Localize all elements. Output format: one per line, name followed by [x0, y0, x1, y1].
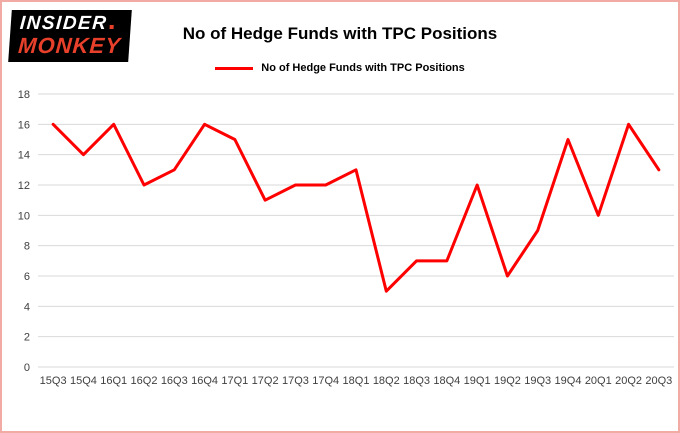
x-tick-label: 18Q4: [433, 375, 460, 387]
x-tick-label: 16Q3: [161, 375, 188, 387]
y-tick-label: 2: [24, 332, 30, 344]
x-tick-label: 18Q2: [373, 375, 400, 387]
x-tick-label: 17Q4: [312, 375, 339, 387]
x-tick-label: 19Q2: [494, 375, 521, 387]
y-tick-label: 14: [18, 150, 30, 162]
x-tick-label: 18Q1: [343, 375, 370, 387]
chart-area: 0 2 4 6 8 10 12 14 16 18 15Q3 15Q4 16Q1 16Q2 16Q3 16Q4 1…: [2, 80, 678, 410]
y-tick-label: 8: [24, 241, 30, 253]
x-tick-label: 20Q2: [615, 375, 642, 387]
y-tick-label: 6: [24, 271, 30, 283]
x-tick-label: 19Q1: [464, 375, 491, 387]
legend-line-swatch: [215, 66, 254, 70]
y-tick-label: 16: [18, 119, 30, 131]
x-tick-label: 19Q3: [524, 375, 551, 387]
x-tick-label: 15Q3: [40, 375, 67, 387]
y-tick-label: 18: [18, 89, 30, 101]
y-tick-label: 0: [24, 362, 30, 374]
chart-legend: No of Hedge Funds with TPC Positions: [2, 62, 678, 74]
legend-label: No of Hedge Funds with TPC Positions: [261, 62, 465, 74]
x-tick-label: 18Q3: [403, 375, 430, 387]
x-tick-label: 16Q4: [191, 375, 218, 387]
page-title: No of Hedge Funds with TPC Positions: [182, 24, 498, 43]
x-tick-label: 17Q3: [282, 375, 309, 387]
y-tick-label: 4: [24, 301, 30, 313]
x-tick-label: 17Q2: [252, 375, 279, 387]
x-tick-label: 16Q2: [131, 375, 158, 387]
x-tick-label: 16Q1: [100, 375, 127, 387]
x-tick-label: 20Q1: [585, 375, 612, 387]
x-tick-label: 20Q3: [645, 375, 672, 387]
y-tick-label: 10: [18, 210, 30, 222]
y-tick-label: 12: [18, 180, 30, 192]
x-tick-label: 15Q4: [70, 375, 97, 387]
series-line: [51, 122, 661, 293]
x-tick-label: 19Q4: [555, 375, 582, 387]
x-tick-label: 17Q1: [221, 375, 248, 387]
